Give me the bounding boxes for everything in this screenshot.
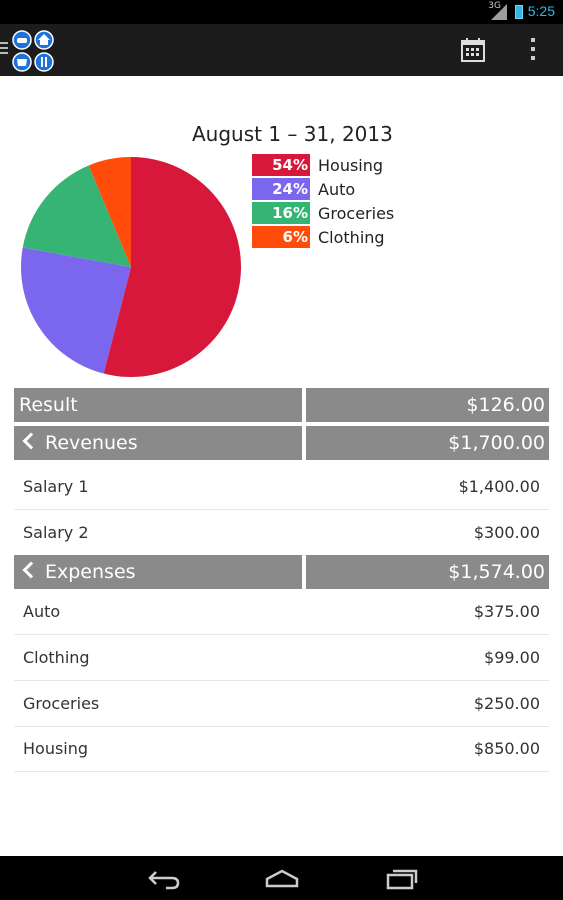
legend-item-clothing: 6% Clothing (252, 225, 394, 249)
legend-label: Groceries (318, 203, 395, 223)
pie-slice-auto (21, 247, 131, 374)
list-item[interactable]: Salary 1 $1,400.00 (14, 464, 549, 510)
back-icon[interactable] (146, 866, 182, 890)
expenses-total: $1,574.00 (306, 555, 549, 589)
legend-percent: 6% (252, 226, 310, 248)
legend-percent: 24% (252, 178, 310, 200)
navigation-bar (0, 856, 563, 900)
item-amount: $850.00 (473, 739, 540, 758)
list-item[interactable]: Clothing $99.00 (14, 635, 549, 681)
item-name: Salary 2 (23, 523, 89, 542)
list-item[interactable]: Salary 2 $300.00 (14, 510, 549, 556)
item-name: Salary 1 (23, 477, 89, 496)
list-item[interactable]: Auto $375.00 (14, 589, 549, 635)
legend-label: Auto (318, 179, 356, 199)
revenues-header[interactable]: Revenues $1,700.00 (14, 426, 549, 460)
expenses-label: Expenses (45, 561, 136, 583)
pie-slice-groceries (22, 165, 132, 267)
chart-legend: 54% Housing 24% Auto 16% Groceries 6% Clothing (252, 153, 394, 249)
drawer-indicator-icon[interactable] (0, 42, 8, 57)
legend-percent: 54% (252, 154, 310, 176)
status-time: 5:25 (527, 3, 555, 19)
item-amount: $300.00 (473, 523, 540, 542)
item-name: Clothing (23, 648, 90, 667)
overflow-menu-icon[interactable] (523, 38, 543, 64)
pie-slice-housing (103, 157, 242, 377)
calendar-icon[interactable] (458, 36, 488, 64)
pie-chart (21, 157, 242, 377)
legend-label: Housing (318, 155, 384, 175)
list-item[interactable]: Groceries $250.00 (14, 681, 549, 727)
signal-icon (491, 4, 507, 20)
chevron-left-icon (22, 432, 40, 450)
item-name: Auto (23, 602, 61, 621)
item-amount: $250.00 (473, 694, 540, 713)
item-amount: $1,400.00 (458, 477, 540, 496)
result-value: $126.00 (306, 388, 549, 422)
recents-icon[interactable] (384, 866, 420, 890)
chart-title: August 1 – 31, 2013 (192, 122, 393, 146)
legend-item-groceries: 16% Groceries (252, 201, 394, 225)
expenses-header[interactable]: Expenses $1,574.00 (14, 555, 549, 589)
list-item[interactable]: Housing $850.00 (14, 726, 549, 772)
item-name: Groceries (23, 694, 100, 713)
expenses-label-cell[interactable]: Expenses (14, 555, 302, 589)
item-amount: $99.00 (484, 648, 540, 667)
result-row: Result $126.00 (14, 388, 549, 422)
action-bar (0, 24, 563, 76)
item-name: Housing (23, 739, 89, 758)
legend-item-auto: 24% Auto (252, 177, 394, 201)
result-label: Result (14, 388, 302, 422)
legend-item-housing: 54% Housing (252, 153, 394, 177)
status-bar: 3G 5:25 (0, 0, 563, 24)
pie-slice-clothing (88, 157, 131, 267)
revenues-label-cell[interactable]: Revenues (14, 426, 302, 460)
chevron-left-icon (22, 561, 40, 579)
item-amount: $375.00 (473, 602, 540, 621)
home-icon[interactable] (264, 866, 300, 890)
budget-app-icon[interactable] (12, 30, 54, 72)
legend-label: Clothing (318, 227, 385, 247)
battery-icon (515, 5, 523, 19)
revenues-label: Revenues (45, 432, 138, 454)
legend-percent: 16% (252, 202, 310, 224)
revenues-total: $1,700.00 (306, 426, 549, 460)
